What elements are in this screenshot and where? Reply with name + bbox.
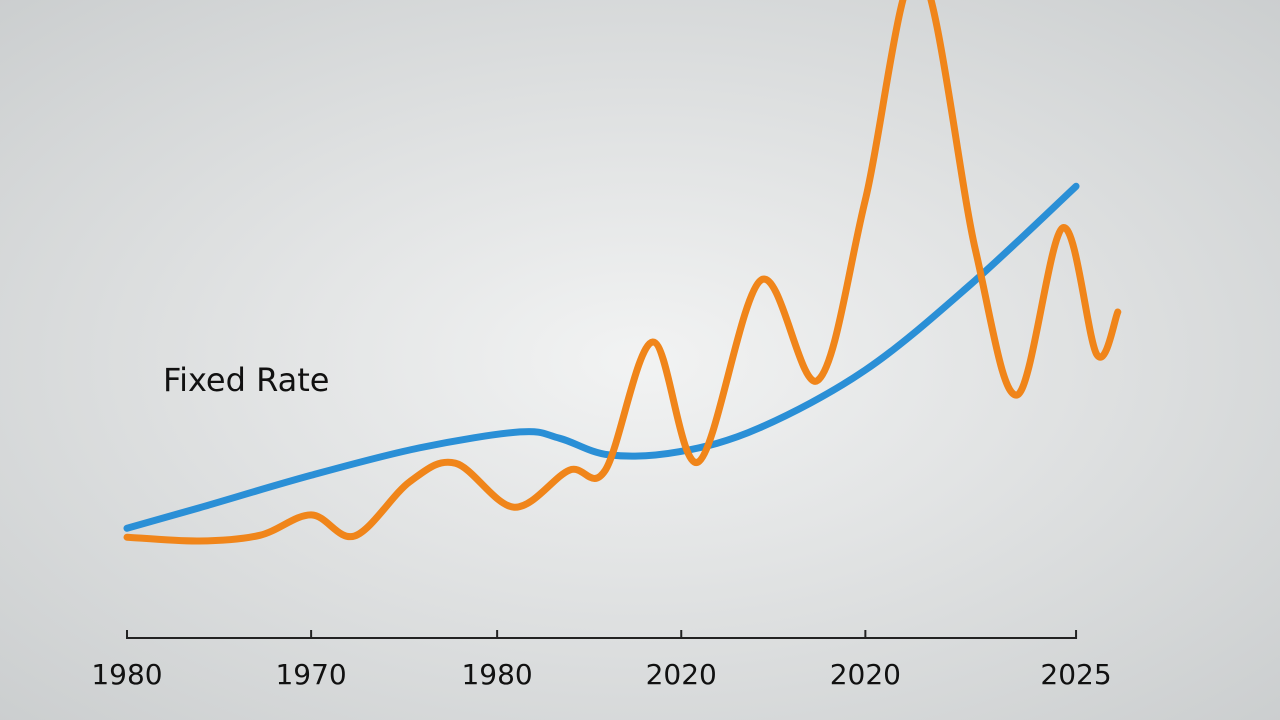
x-tick-label: 2020 bbox=[646, 658, 717, 691]
x-tick-label: 1980 bbox=[461, 658, 532, 691]
plot-area bbox=[123, 0, 1122, 545]
annotation: Fixed Rate bbox=[163, 361, 329, 399]
line bbox=[123, 182, 1080, 532]
x-tick-label: 2020 bbox=[830, 658, 901, 691]
x-tick-label: 1980 bbox=[91, 658, 162, 691]
x-tick-label: 2025 bbox=[1040, 658, 1111, 691]
line bbox=[123, 0, 1122, 545]
x-tick-label: 1970 bbox=[275, 658, 346, 691]
